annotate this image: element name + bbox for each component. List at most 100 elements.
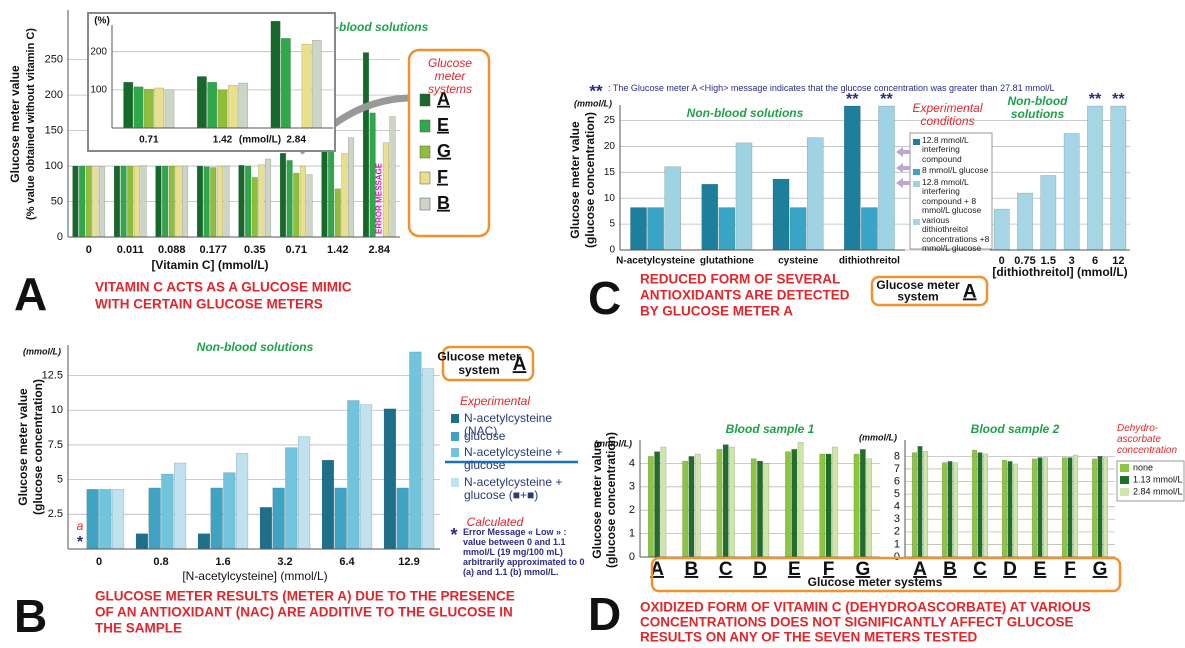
y-tick-label: 5 — [894, 488, 900, 500]
bar — [831, 446, 838, 558]
bar — [1087, 105, 1103, 251]
inset-y-unit: (%) — [94, 16, 110, 27]
x-tick-label: N-acetylcysteine — [616, 256, 695, 267]
bar — [654, 451, 661, 558]
bar — [341, 153, 348, 238]
x-tick-label: cysteine — [778, 256, 818, 267]
x-tick-label: dithiothreitol — [839, 256, 900, 267]
y-tick-label: 1 — [629, 528, 635, 540]
bar — [912, 452, 917, 558]
bar — [328, 144, 335, 238]
bar — [972, 449, 977, 558]
legend-title: Glucose meter systems — [427, 56, 473, 97]
bar — [383, 408, 397, 550]
note-marker: ** — [589, 81, 603, 100]
system-box-label: Glucose meter — [876, 278, 960, 292]
x-tick-label: G — [855, 559, 870, 580]
system-box-letter: A — [963, 281, 977, 302]
y-axis-label: Glucose meter value — [8, 65, 22, 183]
caption: WITH CERTAIN GLUCOSE METERS — [95, 297, 323, 312]
annotation: Non-blood solutions — [687, 106, 804, 120]
bar — [861, 207, 878, 251]
y-axis-label: (glucose concentration) — [31, 379, 45, 515]
x-tick-label: 0 — [86, 244, 92, 256]
legend-label: G — [437, 141, 451, 161]
x-tick-label: A — [650, 559, 664, 580]
x-tick-label: E — [1034, 559, 1047, 580]
bar — [251, 177, 258, 238]
y-tick-label: 8 — [894, 450, 900, 462]
x-tick-label: 6.4 — [339, 556, 355, 568]
y-tick-label: 7 — [894, 463, 900, 475]
bar — [1062, 457, 1067, 558]
caption: OXIDIZED FORM OF VITAMIN C (DEHYDROASCOR… — [640, 600, 1091, 615]
bar — [347, 400, 360, 550]
annotation: Non-blood solutions — [197, 340, 314, 354]
x-tick-label: 0 — [96, 556, 102, 568]
bar — [722, 444, 729, 558]
bar — [630, 207, 647, 251]
bar — [785, 451, 791, 558]
bar — [173, 462, 187, 550]
bar — [729, 446, 735, 558]
legend-swatch — [419, 197, 431, 211]
bar — [947, 461, 953, 558]
bar — [140, 165, 147, 238]
bar — [1007, 461, 1013, 558]
bar — [127, 165, 134, 238]
y-unit: (mmol/L) — [23, 346, 61, 356]
bar — [359, 404, 373, 550]
x-tick-label: 2.84 — [286, 135, 306, 146]
legend-label: A — [437, 89, 450, 109]
x-tick-label: 0.71 — [139, 135, 159, 146]
bar — [210, 167, 217, 238]
system-box-label: system — [458, 363, 499, 377]
bar — [866, 458, 873, 558]
legend-label: N-acetylcysteine + glucose (■+■) — [464, 475, 563, 503]
x-axis-label: [Vitamin C] (mmol/L) — [151, 258, 268, 272]
x-tick-label: 1.42 — [327, 244, 348, 256]
bar — [154, 87, 165, 129]
bar — [111, 489, 125, 550]
x-tick-label: 0.8 — [153, 556, 168, 568]
legend-arrow — [896, 147, 910, 157]
legend-swatch — [1120, 476, 1129, 484]
x-tick-label: 1.42 — [213, 135, 233, 146]
legend-label: B — [437, 193, 450, 213]
bar — [660, 446, 667, 558]
bar — [135, 533, 149, 550]
y-tick-label: 0 — [57, 231, 63, 243]
bar — [389, 116, 396, 238]
legend-label: 2.84 mmol/L — [1133, 486, 1183, 496]
legend-label: various dithiothreitol concentrations +8… — [922, 215, 990, 254]
bar — [1067, 457, 1073, 558]
bar-marker: * — [77, 534, 84, 551]
bar — [682, 460, 689, 558]
x-tick-label: C — [973, 559, 987, 580]
bar — [1110, 105, 1127, 251]
x-tick-label: D — [1003, 559, 1017, 580]
legend-arrow — [896, 178, 910, 188]
bar — [306, 174, 313, 238]
bar — [280, 38, 291, 129]
x-axis-label: [N-acetylcysteine] (mmol/L) — [182, 569, 327, 583]
caption: THE SAMPLE — [95, 621, 182, 636]
x-tick-label: 6 — [1092, 255, 1098, 267]
x-label-box — [650, 556, 1122, 593]
bar — [362, 52, 370, 238]
x-tick-label: C — [719, 559, 733, 580]
system-box-label: Glucose meter — [437, 350, 521, 364]
bar — [993, 208, 1010, 251]
bar — [347, 137, 355, 238]
bar — [1103, 457, 1108, 558]
bar — [92, 165, 99, 238]
x-axis-label: [dithiothreitol] (mmol/L) — [992, 265, 1127, 279]
bar — [1037, 457, 1043, 558]
bar — [647, 207, 664, 251]
bar-marker: ** — [846, 91, 859, 108]
bar — [1073, 454, 1078, 558]
bar — [297, 436, 311, 550]
bar — [285, 447, 298, 550]
caption: GLUCOSE METER RESULTS (METER A) DUE TO T… — [95, 589, 515, 604]
